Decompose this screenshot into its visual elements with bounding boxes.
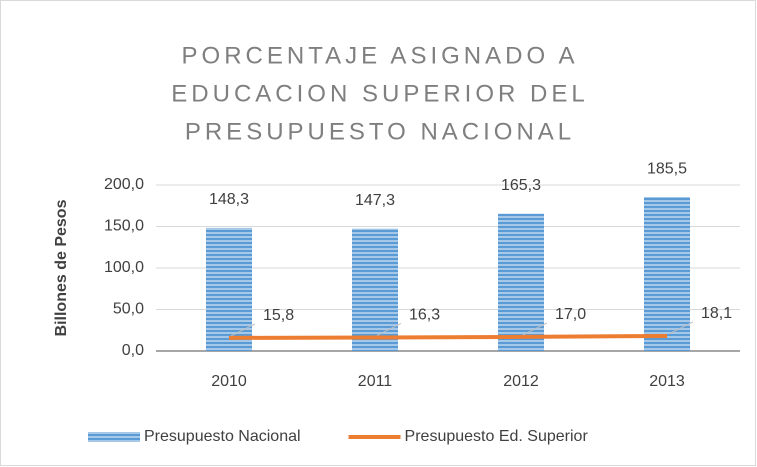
leader-line [376, 323, 402, 336]
y-tick-label: 200,0 [104, 176, 144, 193]
legend-label: Presupuesto Nacional [144, 428, 301, 445]
data-label: 147,3 [355, 192, 395, 209]
y-axis-title: Billones de Pesos [53, 199, 70, 336]
data-label: 15,8 [263, 307, 294, 324]
y-tick-label: 150,0 [104, 218, 144, 235]
x-tick-label: 2011 [358, 373, 393, 390]
y-tick-label: 0,0 [122, 342, 144, 359]
x-tick-label: 2013 [649, 373, 685, 390]
chart-title: EDUCACION SUPERIOR DEL [171, 80, 588, 107]
bar-texture [498, 213, 544, 351]
leader-line [230, 323, 256, 337]
chart-title: PORCENTAJE ASIGNADO A [182, 42, 579, 69]
line [228, 333, 668, 340]
y-tick-label: 50,0 [113, 301, 144, 318]
data-label: 148,3 [209, 191, 249, 208]
data-label: 18,1 [701, 305, 732, 322]
chart-title: PRESUPUESTO NACIONAL [185, 118, 575, 145]
bar-texture [644, 197, 690, 351]
leader-line [522, 322, 548, 336]
data-label: 185,5 [647, 160, 687, 177]
data-label: 16,3 [409, 307, 440, 324]
legend-label: Presupuesto Ed. Superior [405, 428, 589, 445]
bar-texture [352, 228, 398, 351]
y-tick-label: 100,0 [104, 259, 144, 276]
legend-swatch-texture [88, 432, 140, 442]
bar-texture [206, 227, 252, 351]
x-tick-label: 2010 [211, 373, 247, 390]
leader-line [668, 321, 694, 335]
x-tick-label: 2012 [503, 373, 539, 390]
data-label: 17,0 [555, 306, 586, 323]
data-label: 165,3 [501, 177, 541, 194]
